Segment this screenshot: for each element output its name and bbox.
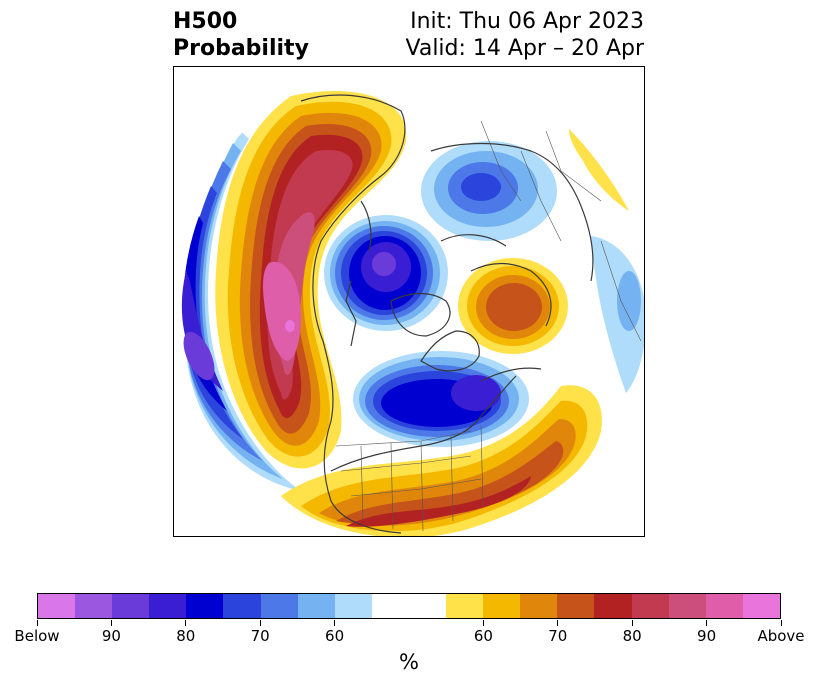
anomaly-below-west bbox=[181, 131, 301, 491]
coastlines bbox=[300, 94, 594, 534]
colorbar-unit: % bbox=[399, 650, 419, 674]
colorbar-segment bbox=[149, 594, 187, 618]
colorbar-tick-label: 70 bbox=[250, 627, 270, 645]
title-valid-range: Valid: 14 Apr – 20 Apr bbox=[405, 36, 645, 61]
probability-map bbox=[173, 66, 645, 537]
chart-title-right: Init: Thu 06 Apr 2023 Valid: 14 Apr – 20… bbox=[406, 8, 645, 62]
colorbar-tick-label: 90 bbox=[697, 627, 717, 645]
colorbar-segment bbox=[186, 594, 224, 618]
colorbar-tick-label: 80 bbox=[622, 627, 642, 645]
anomaly-above-atlantic-arc bbox=[281, 385, 602, 536]
title-init-date: Init: Thu 06 Apr 2023 bbox=[410, 9, 644, 34]
colorbar-tick-label: Above bbox=[757, 627, 805, 645]
title-variable: H500 bbox=[173, 9, 238, 34]
colorbar-segment bbox=[408, 594, 447, 618]
colorbar-tick-label: 80 bbox=[176, 627, 196, 645]
colorbar-segment bbox=[297, 594, 335, 618]
colorbar-segment bbox=[668, 594, 706, 618]
anomaly-above-sliver bbox=[569, 129, 629, 211]
colorbar-tick bbox=[631, 620, 633, 626]
colorbar-segment bbox=[446, 594, 484, 618]
chart-title-left: H500 Probability bbox=[173, 8, 309, 62]
colorbar-segment bbox=[223, 594, 261, 618]
colorbar-tick bbox=[334, 620, 336, 626]
anomaly-above-europe bbox=[458, 258, 568, 354]
colorbar-tick-label: 60 bbox=[325, 627, 345, 645]
colorbar-segment bbox=[75, 594, 113, 618]
map-svg bbox=[174, 67, 644, 536]
colorbar-tick bbox=[185, 620, 187, 626]
colorbar-tick-label: 60 bbox=[473, 627, 493, 645]
colorbar-segment bbox=[594, 594, 632, 618]
colorbar-segment bbox=[38, 594, 76, 618]
anomaly-below-east-asia bbox=[591, 236, 644, 393]
colorbar-tick bbox=[780, 620, 782, 626]
colorbar-segment bbox=[371, 594, 409, 618]
anomaly-below-arctic-low bbox=[324, 215, 448, 331]
anomaly-below-siberia bbox=[421, 141, 557, 241]
colorbar-tick-label: 90 bbox=[101, 627, 121, 645]
colorbar-tick-label: Below bbox=[14, 627, 60, 645]
colorbar-segment bbox=[742, 594, 780, 618]
colorbar-segment bbox=[520, 594, 558, 618]
colorbar bbox=[37, 593, 781, 619]
colorbar-segment bbox=[705, 594, 743, 618]
colorbar-tick bbox=[259, 620, 261, 626]
colorbar-segment bbox=[483, 594, 521, 618]
colorbar-tick bbox=[482, 620, 484, 626]
colorbar-tick bbox=[36, 620, 38, 626]
anomaly-above-pacific-ridge bbox=[215, 91, 407, 469]
colorbar-tick-label: 70 bbox=[548, 627, 568, 645]
title-probability: Probability bbox=[173, 36, 309, 61]
colorbar-tick bbox=[557, 620, 559, 626]
colorbar-segment bbox=[112, 594, 150, 618]
colorbar-tick bbox=[706, 620, 708, 626]
colorbar-tick bbox=[110, 620, 112, 626]
colorbar-segment bbox=[260, 594, 298, 618]
colorbar-segment bbox=[631, 594, 669, 618]
anomaly-below-hudson bbox=[353, 351, 529, 447]
colorbar-segment bbox=[557, 594, 595, 618]
colorbar-segment bbox=[334, 594, 372, 618]
